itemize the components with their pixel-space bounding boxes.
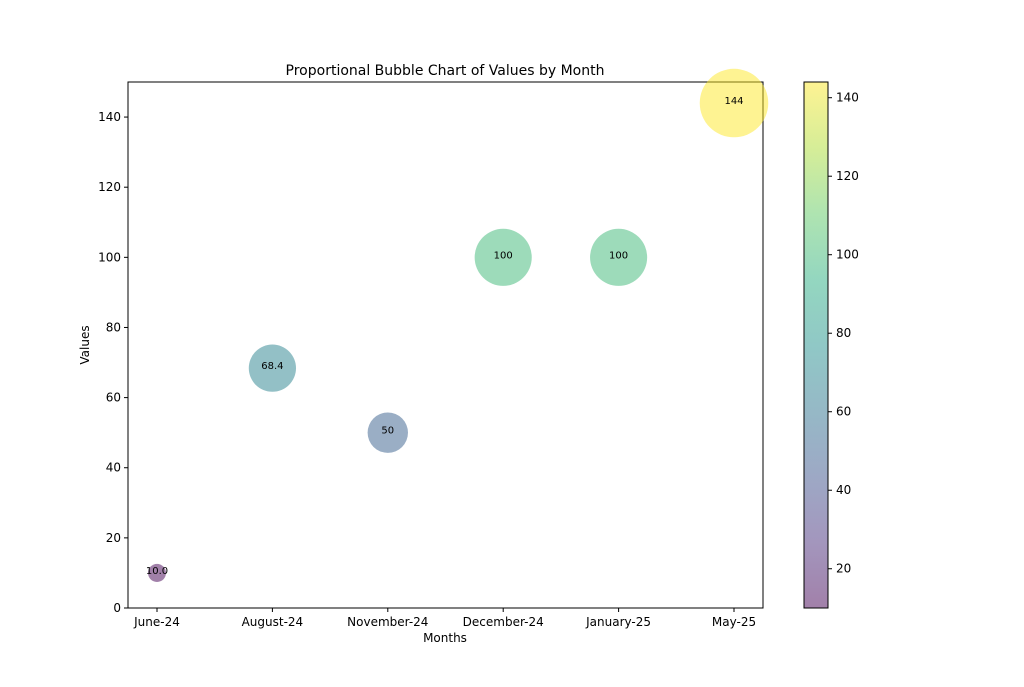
colorbar-tick-label: 100 (836, 248, 859, 262)
y-tick-label: 100 (98, 250, 121, 264)
chart-title: Proportional Bubble Chart of Values by M… (286, 63, 605, 79)
y-axis: 0 20 40 60 80 100 120 140 (98, 110, 128, 615)
bubble[interactable] (474, 228, 532, 286)
bubble[interactable] (248, 344, 297, 392)
colorbar-tick-label: 140 (836, 91, 859, 105)
bubble[interactable] (699, 68, 769, 138)
x-axis-label: Months (423, 631, 467, 645)
y-tick-label: 120 (98, 180, 121, 194)
x-tick-label: December-24 (463, 615, 544, 629)
x-axis: June-24 August-24 November-24 December-24 Ja… (133, 608, 756, 629)
x-tick-label: November-24 (347, 615, 428, 629)
bubble-value-label: 144 (724, 96, 743, 107)
colorbar-tick-label: 120 (836, 169, 859, 183)
plot-area (127, 81, 764, 609)
colorbar-tick-label: 40 (836, 483, 851, 497)
bubble[interactable] (147, 563, 167, 582)
y-tick-label: 40 (106, 461, 121, 475)
y-tick-label: 80 (106, 320, 121, 334)
y-tick-label: 60 (106, 391, 121, 405)
bubble[interactable] (367, 412, 408, 453)
bubble-value-label: 50 (381, 426, 394, 437)
x-tick-label: January-25 (585, 615, 651, 629)
bubble-value-label: 68.4 (261, 361, 283, 372)
colorbar-gradient (804, 82, 828, 608)
bubble-value-label: 100 (609, 250, 628, 261)
bubble-value-label: 100 (494, 250, 513, 261)
bubble-value-label: 10.0 (146, 566, 168, 577)
bubbles: 10.0 68.4 50 100 100 144 (146, 68, 769, 582)
y-tick-label: 20 (106, 531, 121, 545)
bubble[interactable] (590, 228, 648, 286)
x-tick-label: August-24 (242, 615, 304, 629)
y-tick-label: 0 (113, 601, 121, 615)
colorbar: 20 40 60 80 100 120 140 (803, 81, 859, 609)
x-tick-label: May-25 (712, 615, 756, 629)
colorbar-tick-label: 80 (836, 326, 851, 340)
colorbar-tick-label: 20 (836, 562, 851, 576)
colorbar-frame (803, 81, 829, 609)
x-tick-label: June-24 (133, 615, 180, 629)
y-axis-label: Values (78, 325, 92, 364)
colorbar-ticks: 20 40 60 80 100 120 140 (828, 91, 859, 576)
colorbar-tick-label: 60 (836, 405, 851, 419)
plot-frame (127, 81, 764, 609)
y-tick-label: 140 (98, 110, 121, 124)
